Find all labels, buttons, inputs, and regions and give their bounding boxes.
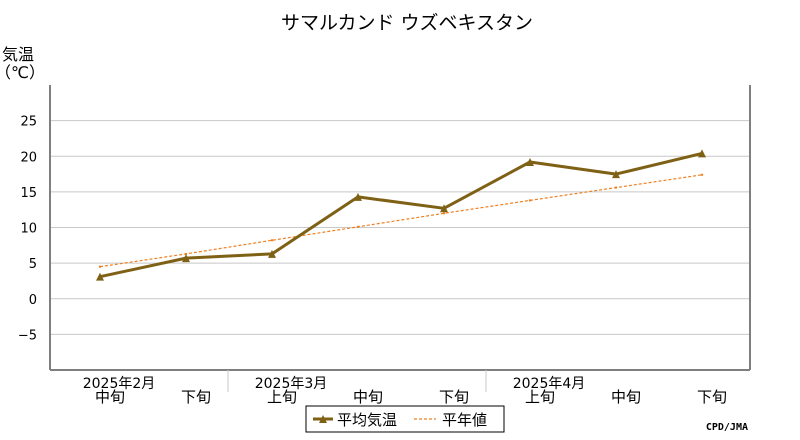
- y-axis-label-line1: 気温: [2, 45, 34, 64]
- series-line-normal: [99, 174, 703, 268]
- mean-point-4: [440, 204, 448, 213]
- normal-point-1: [184, 252, 188, 256]
- chart-title: サマルカンド ウズベキスタン: [281, 12, 533, 34]
- normal-point-7: [700, 173, 704, 176]
- x-month-label-2: 2025年4月: [513, 376, 586, 392]
- y-tick-label-4: 5: [29, 257, 37, 272]
- gridlines: [50, 120, 750, 335]
- y-tick-label-2: 15: [20, 186, 37, 201]
- y-tick-label-1: 20: [20, 150, 37, 165]
- mean-point-2: [268, 249, 276, 258]
- credit-text: CPD/JMA: [706, 422, 748, 433]
- mean-point-6: [612, 170, 620, 179]
- x-category-label-7: 下旬: [697, 388, 727, 406]
- mean-point-3: [354, 192, 362, 201]
- x-category-label-4: 下旬: [439, 388, 469, 406]
- normal-point-3: [356, 225, 360, 228]
- x-category-label-2: 上旬: [267, 388, 297, 406]
- x-category-label-0: 中旬: [95, 388, 125, 406]
- x-category-label-5: 上旬: [525, 388, 555, 406]
- normal-point-6: [614, 186, 618, 189]
- series-line-mean: [99, 151, 703, 279]
- normal-point-4: [442, 212, 446, 215]
- x-axis-categories: 中旬 下旬 上旬 中旬 下旬 上旬 中旬 下旬 2025年2月 2025年3月 2025年4月: [83, 376, 727, 406]
- legend-label-mean: 平均気温: [337, 411, 397, 429]
- mean-point-7: [698, 149, 706, 158]
- y-axis-label-line2: （℃）: [0, 63, 45, 82]
- mean-point-1: [182, 254, 190, 263]
- y-tick-label-6: −5: [18, 328, 37, 343]
- x-month-label-0: 2025年2月: [83, 376, 156, 392]
- plot-frame: [49, 85, 751, 392]
- y-tick-label-0: 25: [20, 115, 37, 130]
- legend-marker-mean: [319, 415, 327, 423]
- y-axis-ticks: 25 20 15 10 5 0 −5: [18, 115, 37, 344]
- normal-point-0: [98, 265, 102, 268]
- legend-label-normal: 平年値: [442, 411, 487, 429]
- normal-point-2: [270, 239, 274, 242]
- normal-point-5: [528, 199, 532, 202]
- mean-point-0: [96, 272, 104, 281]
- mean-point-5: [526, 157, 534, 166]
- y-tick-label-3: 10: [20, 222, 37, 237]
- legend: 平均気温 平年値: [305, 405, 505, 433]
- series-lines: [96, 149, 706, 281]
- x-month-label-1: 2025年3月: [255, 376, 328, 392]
- x-category-label-1: 下旬: [181, 388, 211, 406]
- x-category-label-6: 中旬: [611, 388, 641, 406]
- x-category-label-3: 中旬: [353, 388, 383, 406]
- y-tick-label-5: 0: [29, 293, 37, 308]
